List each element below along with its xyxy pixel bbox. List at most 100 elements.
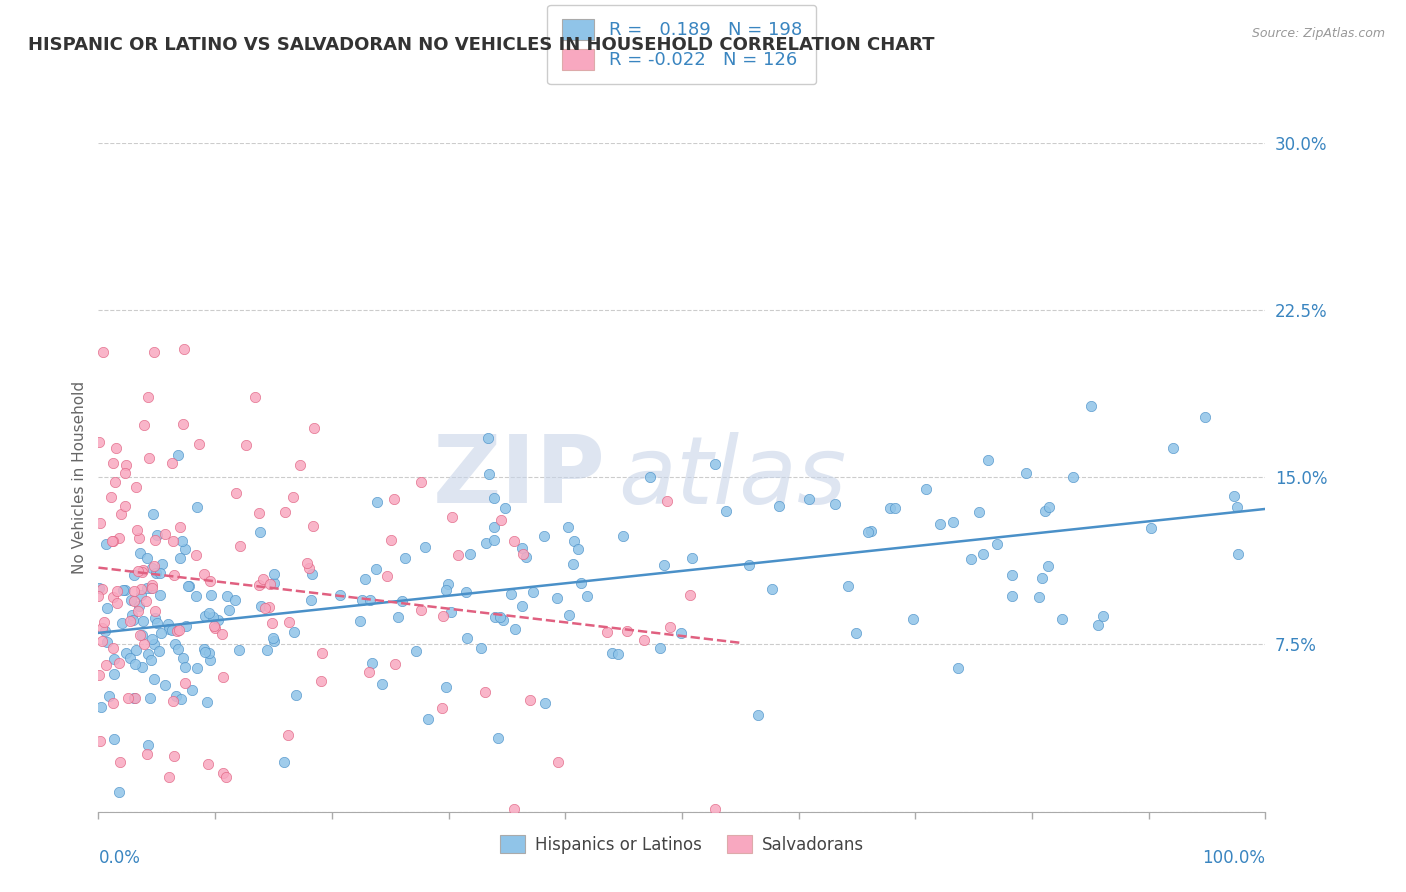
Point — [901, 612, 924, 626]
Text: atlas: atlas — [617, 432, 846, 523]
Point — [1087, 618, 1109, 632]
Point — [546, 591, 568, 606]
Point — [131, 660, 153, 674]
Point — [225, 485, 247, 500]
Point — [169, 551, 191, 566]
Point — [98, 690, 121, 704]
Point — [478, 467, 501, 482]
Point — [135, 582, 157, 596]
Point — [148, 643, 170, 657]
Point — [475, 535, 498, 549]
Point — [114, 582, 136, 597]
Point — [510, 599, 533, 613]
Point — [657, 494, 679, 508]
Point — [114, 499, 136, 513]
Point — [117, 691, 139, 706]
Point — [162, 534, 184, 549]
Point — [198, 646, 221, 660]
Point — [195, 695, 218, 709]
Point — [915, 482, 938, 496]
Point — [138, 690, 160, 705]
Point — [858, 524, 880, 539]
Point — [960, 552, 983, 566]
Point — [283, 624, 305, 639]
Point — [96, 658, 118, 673]
Point — [129, 588, 152, 602]
Point — [101, 641, 124, 656]
Point — [165, 637, 187, 651]
Point — [1226, 500, 1249, 514]
Point — [89, 734, 111, 748]
Point — [90, 582, 112, 597]
Point — [167, 623, 190, 637]
Point — [411, 603, 433, 617]
Point — [103, 590, 125, 604]
Point — [557, 520, 579, 534]
Point — [522, 584, 544, 599]
Point — [101, 696, 124, 710]
Point — [131, 565, 153, 579]
Point — [738, 558, 761, 572]
Point — [456, 631, 478, 645]
Point — [122, 583, 145, 598]
Point — [256, 643, 278, 657]
Point — [311, 646, 333, 660]
Point — [91, 621, 114, 635]
Point — [859, 524, 882, 538]
Point — [143, 345, 166, 359]
Point — [1227, 547, 1250, 561]
Point — [474, 685, 496, 699]
Point — [380, 533, 402, 547]
Point — [141, 581, 163, 595]
Point — [659, 620, 682, 634]
Point — [250, 599, 273, 614]
Point — [186, 661, 208, 675]
Point — [249, 525, 271, 540]
Point — [103, 731, 125, 746]
Point — [141, 578, 163, 592]
Point — [166, 641, 188, 656]
Point — [90, 700, 112, 714]
Point — [484, 610, 506, 624]
Point — [105, 584, 128, 599]
Point — [138, 390, 160, 404]
Point — [114, 467, 136, 481]
Point — [129, 582, 152, 596]
Point — [173, 675, 195, 690]
Point — [595, 624, 617, 639]
Point — [440, 605, 463, 619]
Point — [329, 588, 352, 602]
Point — [128, 532, 150, 546]
Point — [207, 614, 229, 628]
Point — [132, 614, 155, 628]
Point — [503, 622, 526, 636]
Point — [1031, 571, 1053, 585]
Point — [166, 689, 188, 703]
Point — [1033, 504, 1056, 518]
Text: ZIP: ZIP — [433, 431, 606, 524]
Point — [298, 561, 321, 575]
Point — [128, 599, 150, 613]
Point — [125, 523, 148, 537]
Point — [1194, 410, 1216, 425]
Point — [391, 593, 413, 607]
Point — [482, 491, 505, 506]
Point — [1038, 500, 1060, 515]
Point — [482, 533, 505, 548]
Point — [104, 441, 127, 455]
Point — [494, 501, 516, 516]
Point — [263, 575, 285, 590]
Point — [499, 587, 522, 601]
Point — [576, 590, 599, 604]
Point — [284, 688, 307, 702]
Point — [606, 648, 628, 662]
Point — [124, 690, 146, 705]
Point — [201, 609, 224, 624]
Point — [105, 596, 128, 610]
Point — [274, 505, 297, 519]
Point — [146, 528, 169, 542]
Point — [1001, 568, 1024, 582]
Point — [946, 661, 969, 675]
Point — [91, 634, 114, 648]
Point — [879, 501, 901, 516]
